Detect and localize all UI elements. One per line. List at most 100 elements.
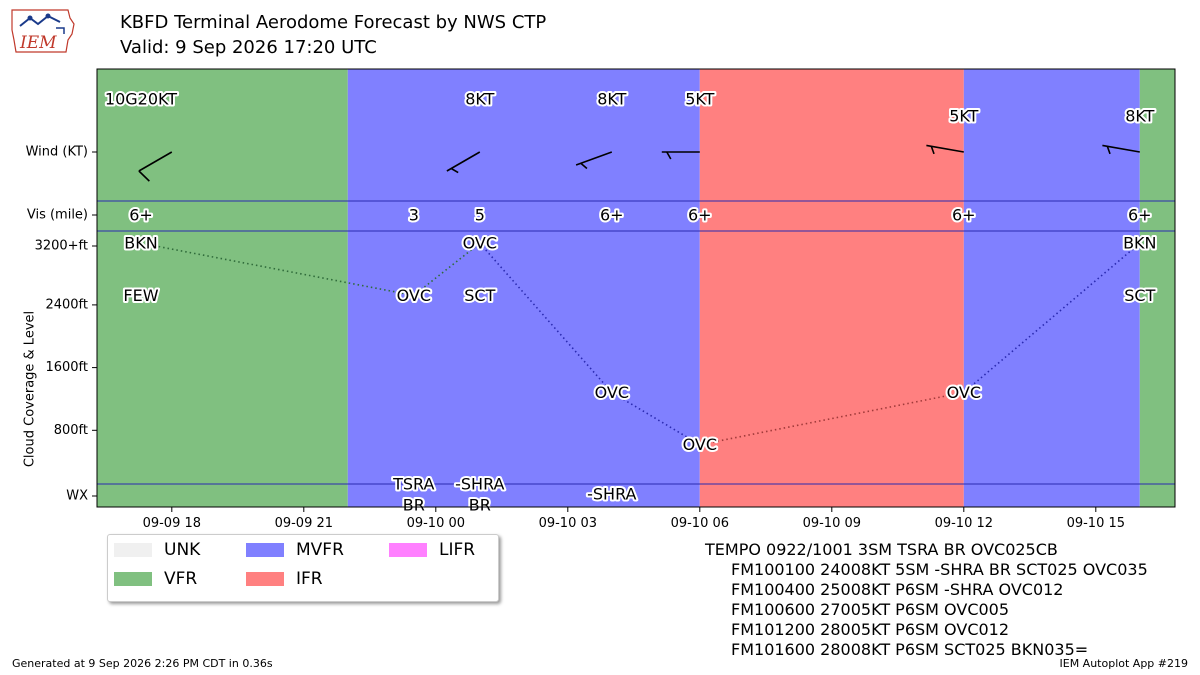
wind-label-5-text: 8KT	[1125, 107, 1154, 126]
wx-label-0-1-halo: BR	[403, 496, 425, 515]
legend-swatch	[114, 543, 152, 557]
x-tick-label-0: 09-09 18	[143, 516, 201, 531]
vis-label-4-text: 6+	[688, 206, 712, 225]
ceiling-segment-1	[413, 242, 481, 297]
x-tick-label-6: 09-10 12	[935, 516, 993, 531]
legend-label: LIFR	[439, 540, 476, 560]
y-label-cloud-0: 800ft	[54, 423, 88, 438]
generated-timestamp: Generated at 9 Sep 2026 2:26 PM CDT in 0…	[12, 657, 273, 670]
vis-label-3-halo: 6+	[600, 206, 624, 225]
y-axis-title-cloud: Cloud Coverage & Level	[23, 311, 38, 467]
wind-barb-feather	[580, 162, 588, 170]
flight-category-bands	[97, 69, 1175, 507]
wind-barb-feather	[450, 167, 459, 174]
app-id: IEM Autoplot App #219	[1059, 657, 1189, 670]
header: IEM KBFD Terminal Aerodome Forecast by N…	[0, 0, 1200, 65]
wx-label-1-1-halo: BR	[469, 496, 491, 515]
wx-label-2-0-halo: -SHRA	[587, 485, 636, 504]
vis-label-5: 6+6+	[950, 204, 978, 227]
wind-label-1-halo: 8KT	[465, 90, 494, 109]
wx-label-0-0-text: TSRA	[392, 475, 434, 494]
legend-item-lifr: LIFR	[389, 540, 475, 562]
wind-barb-feather	[1106, 145, 1111, 155]
vis-label-2: 55	[473, 204, 487, 227]
wind-label-2-halo: 8KT	[597, 90, 626, 109]
vis-label-0-halo: 6+	[129, 206, 153, 225]
cloud-label-1-halo: FEW	[123, 286, 158, 305]
vis-label-6-halo: 6+	[1128, 206, 1152, 225]
cloud-label-3-text: OVC	[463, 234, 497, 253]
legend-swatch	[246, 543, 284, 557]
wind-label-3-text: 5KT	[685, 90, 714, 109]
wind-barb-shaft	[1102, 144, 1140, 153]
cloud-label-6-text: OVC	[683, 435, 717, 454]
legend: UNK VFR MVFR IFR LIFR	[107, 534, 499, 602]
wind-barb-5	[1102, 144, 1140, 155]
vis-label-3-text: 6+	[600, 206, 624, 225]
legend-label: IFR	[296, 569, 323, 589]
vis-label-2-halo: 5	[475, 206, 485, 225]
wind-barb-feather	[666, 151, 672, 160]
cloud-label-7-halo: OVC	[947, 383, 981, 402]
vis-label-6-text: 6+	[1128, 206, 1152, 225]
wind-barb-1	[446, 151, 481, 174]
legend-swatch	[389, 543, 427, 557]
vis-label-4: 6+6+	[686, 204, 714, 227]
wind-barb-2	[575, 151, 613, 170]
y-label-cloud-2: 2400ft	[45, 297, 88, 312]
x-tick-label-1: 09-09 21	[275, 516, 333, 531]
iem-logo: IEM	[11, 9, 75, 53]
vis-label-0-text: 6+	[129, 206, 153, 225]
cloud-label-6-halo: OVC	[683, 435, 717, 454]
wind-label-0-text: 10G20KT	[105, 90, 177, 109]
band-mvfr-3	[963, 69, 1140, 507]
chart-title: KBFD Terminal Aerodome Forecast by NWS C…	[120, 12, 547, 33]
wx-label-2-0: -SHRA-SHRA	[585, 483, 638, 506]
legend-label: VFR	[164, 569, 198, 589]
vis-label-3: 6+6+	[598, 204, 626, 227]
ceiling-segment-2	[479, 242, 613, 393]
cloud-label-2-text: OVC	[397, 286, 431, 305]
wind-label-4-text: 5KT	[949, 107, 978, 126]
x-tick-label-4: 09-10 06	[671, 516, 729, 531]
legend-swatch	[246, 572, 284, 586]
y-label-vis: Vis (mile)	[27, 208, 88, 223]
cloud-label-8-halo: BKN	[1123, 234, 1156, 253]
taf-line-4: FM101200 28005KT P6SM OVC012	[731, 620, 1010, 639]
vis-label-5-text: 6+	[952, 206, 976, 225]
y-label-cloud-1: 1600ft	[45, 360, 88, 375]
vis-label-5-halo: 6+	[952, 206, 976, 225]
x-tick-label-2: 09-10 00	[407, 516, 465, 531]
legend-swatch	[114, 572, 152, 586]
wx-label-0-0-halo: TSRA	[392, 475, 434, 494]
legend-item-ifr: IFR	[246, 569, 323, 591]
chart-subtitle: Valid: 9 Sep 2026 17:20 UTC	[120, 37, 377, 58]
cloud-label-4-text: SCT	[464, 286, 495, 305]
wx-label-0-1-text: BR	[403, 496, 425, 515]
vis-label-0: 6+6+	[127, 204, 155, 227]
wind-barb-feather	[930, 145, 935, 155]
cloud-label-5-halo: OVC	[595, 383, 629, 402]
wind-label-5-halo: 8KT	[1125, 107, 1154, 126]
cloud-label-3-halo: OVC	[463, 234, 497, 253]
wx-label-1-1-text: BR	[469, 496, 491, 515]
taf-text: TEMPO 0922/1001 3SM TSRA BR OVC025CB FM10…	[705, 540, 1148, 660]
wind-barb-shaft	[446, 151, 481, 172]
cloud-label-2-halo: OVC	[397, 286, 431, 305]
band-ifr-2	[699, 69, 964, 507]
x-tick-label-5: 09-10 09	[803, 516, 861, 531]
x-tick-label-3: 09-10 03	[539, 516, 597, 531]
wind-barb-shaft	[138, 151, 173, 172]
